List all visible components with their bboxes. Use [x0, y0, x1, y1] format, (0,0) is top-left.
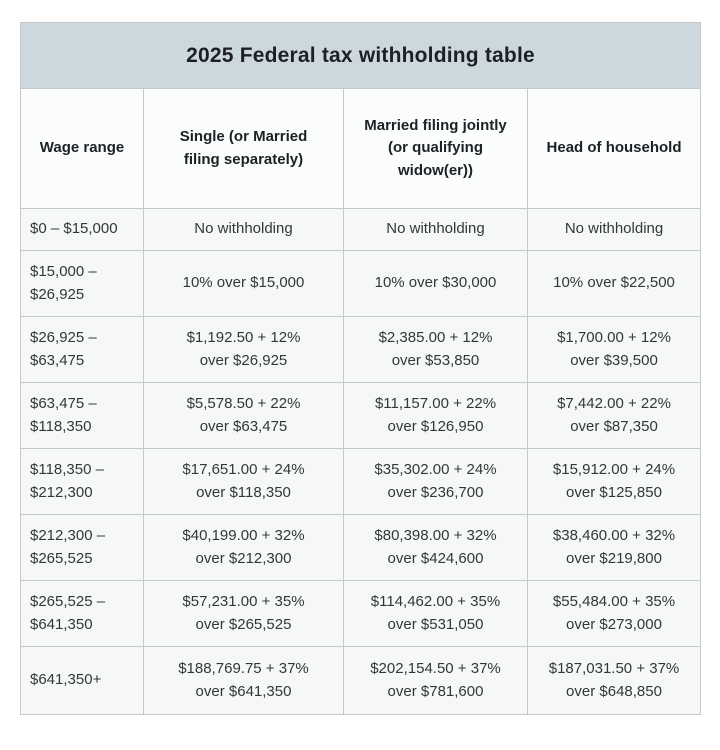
cell-head-of-household: $1,700.00 + 12% over $39,500	[526, 316, 702, 383]
cell-wage-range: $118,350 – $212,300	[20, 448, 144, 515]
title-row: 2025 Federal tax withholding table	[19, 22, 702, 89]
cell-single: $188,769.75 + 37% over $641,350	[143, 646, 344, 715]
tax-withholding-figure: 2025 Federal tax withholding table Wage …	[19, 22, 702, 715]
cell-wage-range: $641,350+	[20, 646, 144, 715]
col-header-single: Single (or Married filing separately)	[143, 88, 344, 209]
cell-head-of-household: $55,484.00 + 35% over $273,000	[526, 580, 702, 647]
cell-wage-range: $26,925 – $63,475	[20, 316, 144, 383]
cell-married-jointly: $35,302.00 + 24% over $236,700	[343, 448, 528, 515]
table-row: $641,350+ $188,769.75 + 37% over $641,35…	[20, 646, 702, 715]
cell-single: $5,578.50 + 22% over $63,475	[143, 382, 344, 449]
cell-head-of-household: 10% over $22,500	[526, 250, 702, 317]
col-header-wage-range: Wage range	[20, 88, 144, 209]
cell-head-of-household: $38,460.00 + 32% over $219,800	[526, 514, 702, 581]
tax-withholding-table: 2025 Federal tax withholding table Wage …	[19, 22, 702, 715]
cell-single: $57,231.00 + 35% over $265,525	[143, 580, 344, 647]
table-row: $26,925 – $63,475 $1,192.50 + 12% over $…	[20, 316, 702, 383]
table-row: $118,350 – $212,300 $17,651.00 + 24% ove…	[20, 448, 702, 515]
cell-wage-range: $0 – $15,000	[20, 208, 144, 251]
table-row: $265,525 – $641,350 $57,231.00 + 35% ove…	[20, 580, 702, 647]
cell-head-of-household: No withholding	[526, 208, 702, 251]
cell-head-of-household: $187,031.50 + 37% over $648,850	[526, 646, 702, 715]
cell-head-of-household: $7,442.00 + 22% over $87,350	[526, 382, 702, 449]
cell-single: $1,192.50 + 12% over $26,925	[143, 316, 344, 383]
col-header-married-jointly: Married filing jointly (or qualifying wi…	[343, 88, 528, 209]
cell-married-jointly: No withholding	[343, 208, 528, 251]
table-row: $0 – $15,000 No withholding No withholdi…	[20, 208, 702, 251]
cell-married-jointly: $114,462.00 + 35% over $531,050	[343, 580, 528, 647]
cell-wage-range: $212,300 – $265,525	[20, 514, 144, 581]
cell-married-jointly: $2,385.00 + 12% over $53,850	[343, 316, 528, 383]
table-title: 2025 Federal tax withholding table	[19, 22, 702, 89]
cell-single: 10% over $15,000	[143, 250, 344, 317]
cell-single: $17,651.00 + 24% over $118,350	[143, 448, 344, 515]
cell-married-jointly: $80,398.00 + 32% over $424,600	[343, 514, 528, 581]
cell-single: No withholding	[143, 208, 344, 251]
header-row: Wage range Single (or Married filing sep…	[20, 88, 702, 209]
table-row: $63,475 – $118,350 $5,578.50 + 22% over …	[20, 382, 702, 449]
cell-head-of-household: $15,912.00 + 24% over $125,850	[526, 448, 702, 515]
cell-married-jointly: $11,157.00 + 22% over $126,950	[343, 382, 528, 449]
cell-wage-range: $265,525 – $641,350	[20, 580, 144, 647]
table-row: $212,300 – $265,525 $40,199.00 + 32% ove…	[20, 514, 702, 581]
col-header-head-of-household: Head of household	[526, 88, 702, 209]
cell-married-jointly: 10% over $30,000	[343, 250, 528, 317]
cell-married-jointly: $202,154.50 + 37% over $781,600	[343, 646, 528, 715]
cell-wage-range: $15,000 – $26,925	[20, 250, 144, 317]
table-row: $15,000 – $26,925 10% over $15,000 10% o…	[20, 250, 702, 317]
cell-wage-range: $63,475 – $118,350	[20, 382, 144, 449]
cell-single: $40,199.00 + 32% over $212,300	[143, 514, 344, 581]
